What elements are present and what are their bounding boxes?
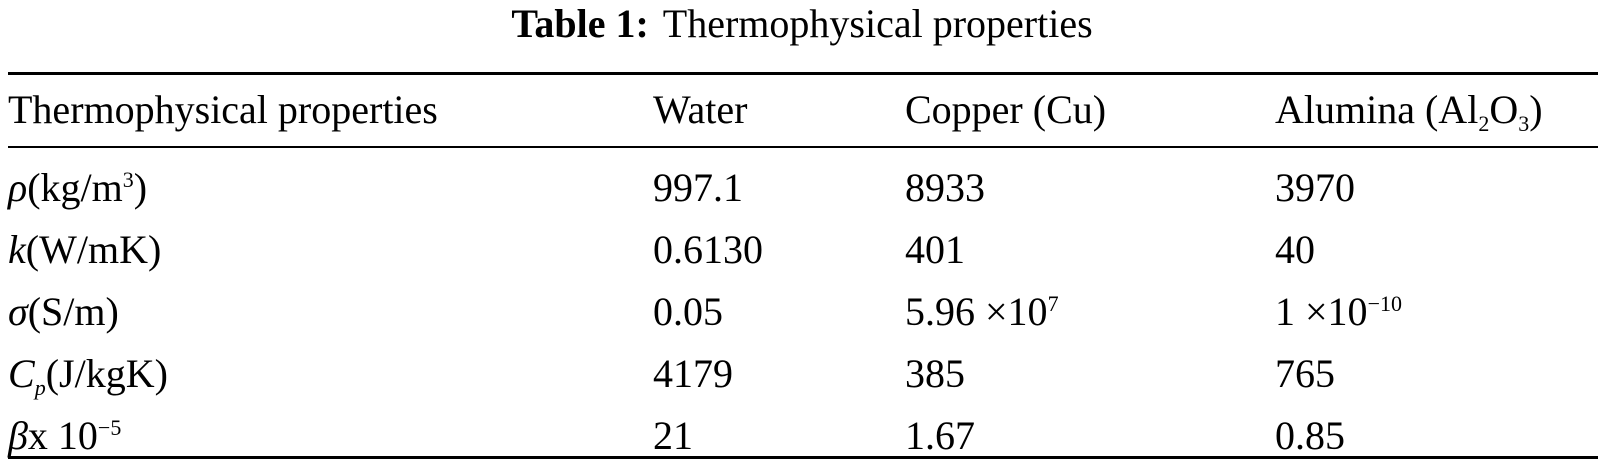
- table-caption: Table 1: Thermophysical properties: [0, 2, 1604, 46]
- property-electrical-conductivity: σ(S/m): [8, 282, 119, 342]
- table-row-conductivity: k(W/mK) 0.6130 401 40: [0, 220, 1604, 280]
- specific-heat-copper: 385: [905, 351, 965, 396]
- header-water: Water: [653, 87, 748, 132]
- conductivity-water: 0.6130: [653, 227, 763, 272]
- thermal-expansion-water: 21: [653, 413, 693, 458]
- electrical-conductivity-copper-base: 5.96 ×10: [905, 289, 1048, 334]
- electrical-conductivity-alumina-exp: −10: [1367, 291, 1402, 316]
- density-unit-sup: 3: [122, 167, 134, 192]
- property-specific-heat: Cp(J/kgK): [8, 344, 168, 404]
- density-alumina: 3970: [1275, 165, 1355, 210]
- specific-heat-alumina: 765: [1275, 351, 1335, 396]
- thermal-expansion-alumina: 0.85: [1275, 413, 1345, 458]
- table-row-thermal-expansion: βx 10−5 21 1.67 0.85: [0, 406, 1604, 466]
- table-row-density: ρ(kg/m3) 997.1 8933 3970: [0, 158, 1604, 218]
- density-unit-prefix: (kg/m: [27, 165, 123, 210]
- density-copper: 8933: [905, 165, 985, 210]
- beta-symbol: β: [8, 413, 28, 458]
- specific-heat-unit: (J/kgK): [45, 351, 168, 396]
- header-copper: Copper (Cu): [905, 87, 1107, 132]
- property-conductivity: k(W/mK): [8, 220, 161, 280]
- density-water: 997.1: [653, 165, 743, 210]
- header-property: Thermophysical properties: [8, 87, 438, 132]
- table-row-electrical-conductivity: σ(S/m) 0.05 5.96 ×107 1 ×10−10: [0, 282, 1604, 342]
- electrical-conductivity-copper-exp: 7: [1047, 291, 1059, 316]
- property-thermal-expansion: βx 10−5: [8, 406, 121, 466]
- electrical-conductivity-water: 0.05: [653, 289, 723, 334]
- header-alumina-prefix: Alumina (Al: [1275, 87, 1479, 132]
- header-alumina-mid: O: [1489, 87, 1519, 132]
- k-symbol: k: [8, 227, 26, 272]
- header-alumina-suffix: ): [1529, 87, 1543, 132]
- conductivity-unit: (W/mK): [25, 227, 162, 272]
- header-alumina-sub2: 3: [1518, 111, 1530, 136]
- specific-heat-water: 4179: [653, 351, 733, 396]
- table-top-rule: [8, 72, 1598, 75]
- electrical-conductivity-alumina-base: 1 ×10: [1275, 289, 1368, 334]
- electrical-conductivity-copper: 5.96 ×107: [905, 282, 1059, 342]
- electrical-conductivity-alumina: 1 ×10−10: [1275, 282, 1402, 342]
- thermal-expansion-copper: 1.67: [905, 413, 975, 458]
- table-header-rule: [8, 146, 1598, 148]
- density-unit-suffix: ): [133, 165, 148, 210]
- cp-symbol: C: [8, 351, 35, 396]
- table-bottom-rule: [8, 456, 1598, 459]
- cp-symbol-sub: p: [34, 375, 46, 400]
- conductivity-alumina: 40: [1275, 227, 1315, 272]
- electrical-conductivity-unit: (S/m): [27, 289, 119, 334]
- table-caption-text: Thermophysical properties: [662, 1, 1093, 46]
- table-row-specific-heat: Cp(J/kgK) 4179 385 765: [0, 344, 1604, 404]
- thermal-expansion-unit-base: x 10: [27, 413, 98, 458]
- header-alumina: Alumina (Al2O3): [1275, 80, 1543, 140]
- thermal-expansion-unit-exp: −5: [97, 415, 122, 440]
- table-caption-label: Table 1:: [511, 1, 649, 46]
- header-alumina-sub1: 2: [1478, 111, 1490, 136]
- rho-symbol: ρ: [8, 165, 28, 210]
- conductivity-copper: 401: [905, 227, 965, 272]
- property-density: ρ(kg/m3): [8, 158, 147, 218]
- sigma-symbol: σ: [8, 289, 28, 334]
- table-header-row: Thermophysical properties Water Copper (…: [0, 80, 1604, 140]
